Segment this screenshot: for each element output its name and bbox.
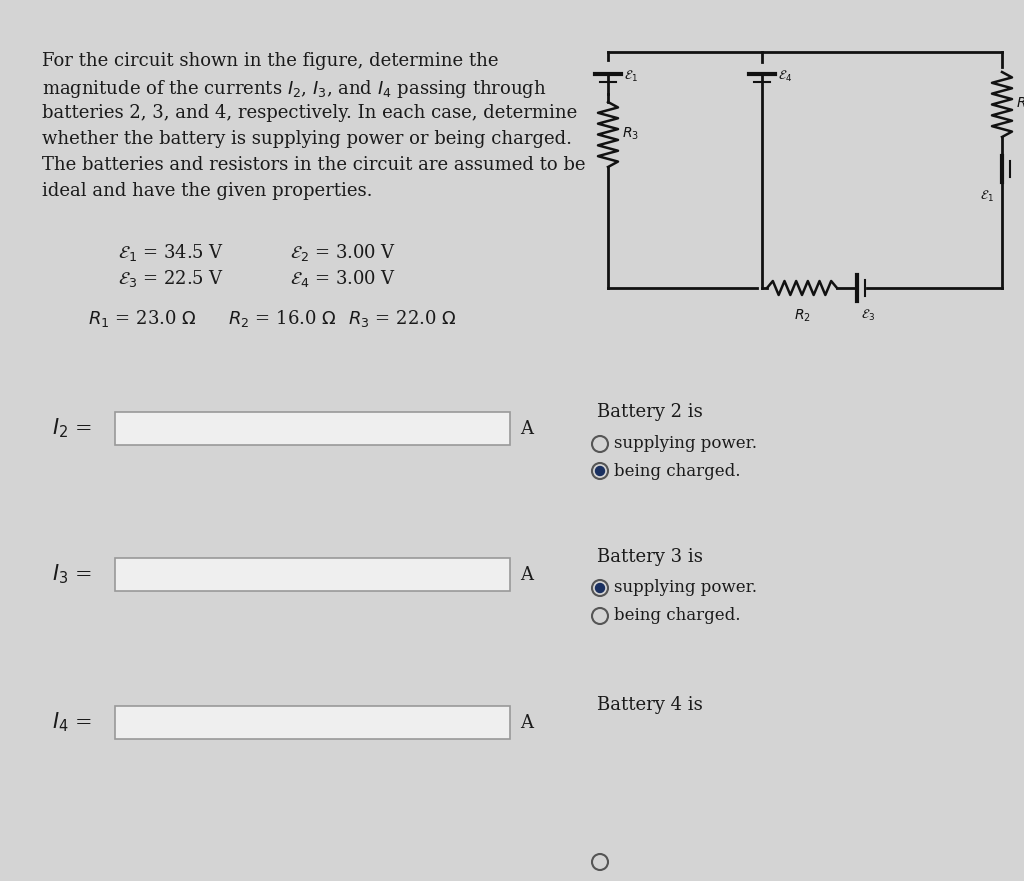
FancyBboxPatch shape (115, 706, 510, 739)
Text: $R_1$ = 23.0 $\Omega$: $R_1$ = 23.0 $\Omega$ (88, 308, 197, 329)
Text: A: A (520, 419, 534, 438)
Circle shape (596, 467, 604, 476)
Text: $R_3$: $R_3$ (622, 126, 639, 142)
Text: being charged.: being charged. (614, 463, 740, 479)
Text: whether the battery is supplying power or being charged.: whether the battery is supplying power o… (42, 130, 572, 148)
Text: $I_2$ =: $I_2$ = (52, 417, 92, 440)
Text: For the circuit shown in the figure, determine the: For the circuit shown in the figure, det… (42, 52, 499, 70)
Text: $I_4$ =: $I_4$ = (52, 711, 92, 734)
FancyBboxPatch shape (115, 558, 510, 591)
Text: $\mathcal{E}_1$: $\mathcal{E}_1$ (624, 69, 638, 84)
Text: ideal and have the given properties.: ideal and have the given properties. (42, 182, 373, 200)
Text: $\mathcal{E}_3$ = 22.5 V: $\mathcal{E}_3$ = 22.5 V (118, 268, 224, 289)
Text: $I_3$ =: $I_3$ = (52, 563, 92, 586)
Text: A: A (520, 566, 534, 583)
Text: Battery 2 is: Battery 2 is (597, 403, 702, 421)
Text: $\mathcal{E}_1$ = 34.5 V: $\mathcal{E}_1$ = 34.5 V (118, 242, 224, 263)
Text: batteries 2, 3, and 4, respectively. In each case, determine: batteries 2, 3, and 4, respectively. In … (42, 104, 578, 122)
Text: magnitude of the currents $I_2$, $I_3$, and $I_4$ passing through: magnitude of the currents $I_2$, $I_3$, … (42, 78, 547, 100)
Text: $R_1$: $R_1$ (1016, 96, 1024, 112)
Text: $\mathcal{E}_4$: $\mathcal{E}_4$ (778, 69, 792, 84)
Text: being charged.: being charged. (614, 608, 740, 625)
FancyBboxPatch shape (115, 412, 510, 445)
Text: $R_2$ = 16.0 $\Omega$: $R_2$ = 16.0 $\Omega$ (228, 308, 336, 329)
Text: supplying power.: supplying power. (614, 580, 757, 596)
Text: $\mathcal{E}_1$: $\mathcal{E}_1$ (980, 189, 994, 204)
Text: $\mathcal{E}_3$: $\mathcal{E}_3$ (861, 308, 874, 323)
Text: $\mathcal{E}_2$ = 3.00 V: $\mathcal{E}_2$ = 3.00 V (290, 242, 396, 263)
Text: $R_3$ = 22.0 $\Omega$: $R_3$ = 22.0 $\Omega$ (348, 308, 457, 329)
Text: Battery 3 is: Battery 3 is (597, 548, 702, 566)
Text: A: A (520, 714, 534, 731)
Text: Battery 4 is: Battery 4 is (597, 696, 702, 714)
Text: The batteries and resistors in the circuit are assumed to be: The batteries and resistors in the circu… (42, 156, 586, 174)
Circle shape (596, 583, 604, 593)
Text: $R_2$: $R_2$ (794, 308, 810, 324)
Text: $\mathcal{E}_4$ = 3.00 V: $\mathcal{E}_4$ = 3.00 V (290, 268, 396, 289)
Text: supplying power.: supplying power. (614, 435, 757, 453)
